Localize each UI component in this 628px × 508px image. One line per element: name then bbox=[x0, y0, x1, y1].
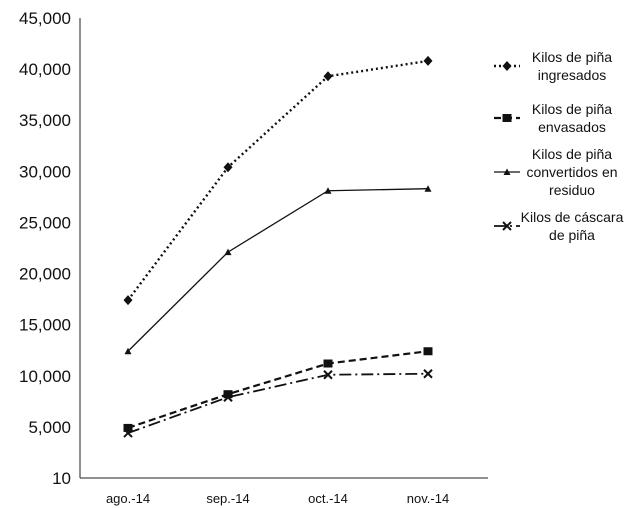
y-tick-label: 20,000 bbox=[19, 265, 71, 284]
legend-swatch-marker bbox=[502, 114, 512, 122]
series-2-line bbox=[127, 350, 429, 429]
series-2-point bbox=[423, 347, 433, 356]
series-4 bbox=[123, 369, 433, 438]
x-tick-label: ago.-14 bbox=[106, 491, 150, 506]
y-tick-label: 40,000 bbox=[19, 60, 71, 79]
legend-label-line: ingresados bbox=[538, 67, 607, 83]
legend-label-line: de piña bbox=[549, 227, 595, 243]
series-4-point bbox=[123, 428, 133, 438]
series-1-line bbox=[127, 59, 429, 301]
legend-label-line: envasados bbox=[538, 119, 606, 135]
legend-label-line: Kilos de cáscara bbox=[521, 209, 624, 225]
y-axis-ticks: 10 5,000 10,000 15,000 20,000 25,000 30,000 35,… bbox=[19, 9, 71, 488]
axes bbox=[79, 18, 488, 479]
series-3-line bbox=[127, 188, 429, 352]
legend-label-line: residuo bbox=[549, 182, 595, 198]
legend-swatch-marker bbox=[503, 168, 511, 175]
series-3-point bbox=[224, 248, 232, 256]
y-tick-label: 25,000 bbox=[19, 213, 71, 232]
legend-label-line: Kilos de piña bbox=[532, 49, 612, 65]
x-tick-label: nov.-14 bbox=[407, 491, 449, 506]
y-tick-label: 35,000 bbox=[19, 111, 71, 130]
legend-label-line: Kilos de piña bbox=[532, 101, 612, 117]
series-4-point bbox=[223, 392, 233, 402]
series-4-point-stroke bbox=[323, 370, 333, 380]
series-3 bbox=[124, 185, 432, 355]
series-1-point bbox=[223, 162, 233, 173]
series-3-point bbox=[424, 185, 432, 192]
x-axis-ticks: ago.-14 sep.-14 oct.-14 nov.-14 bbox=[106, 491, 449, 506]
legend-label-line: Kilos de piña bbox=[532, 146, 612, 162]
series-4-point bbox=[323, 370, 333, 380]
y-tick-label: 10,000 bbox=[19, 367, 71, 386]
y-tick-label: 5,000 bbox=[28, 418, 71, 437]
y-tick-label: 10 bbox=[52, 469, 71, 488]
series-3-point bbox=[324, 187, 332, 194]
legend: Kilos de piña ingresados Kilos de piña enva… bbox=[494, 49, 624, 243]
series-1-point bbox=[123, 295, 133, 306]
series-2-point bbox=[323, 359, 333, 368]
legend-item-4: Kilos de cáscara de piña bbox=[494, 209, 624, 243]
series-group bbox=[123, 55, 433, 438]
x-tick-label: oct.-14 bbox=[308, 491, 348, 506]
y-tick-label: 30,000 bbox=[19, 162, 71, 181]
x-tick-label: sep.-14 bbox=[206, 491, 249, 506]
series-2-point bbox=[223, 390, 233, 399]
legend-label-line: convertidos en bbox=[526, 164, 617, 180]
series-2 bbox=[123, 347, 433, 432]
legend-swatch-marker bbox=[502, 221, 512, 231]
legend-swatch-marker-stroke bbox=[502, 221, 512, 231]
series-4-line bbox=[127, 372, 429, 434]
series-4-point-stroke bbox=[123, 428, 133, 438]
series-3-point bbox=[124, 347, 132, 355]
series-4-point-stroke bbox=[423, 369, 433, 379]
y-tick-label: 15,000 bbox=[19, 316, 71, 335]
legend-item-1: Kilos de piña ingresados bbox=[494, 49, 612, 83]
legend-swatch-marker bbox=[502, 61, 512, 71]
series-4-point-stroke bbox=[223, 392, 233, 402]
series-1-point bbox=[423, 55, 433, 66]
y-tick-label: 45,000 bbox=[19, 9, 71, 28]
series-2-point bbox=[123, 423, 133, 432]
series-1 bbox=[123, 55, 433, 306]
series-1-point bbox=[323, 71, 333, 82]
series-4-point bbox=[423, 369, 433, 379]
legend-item-2: Kilos de piña envasados bbox=[494, 101, 612, 135]
legend-item-3: Kilos de piña convertidos en residuo bbox=[494, 146, 618, 198]
